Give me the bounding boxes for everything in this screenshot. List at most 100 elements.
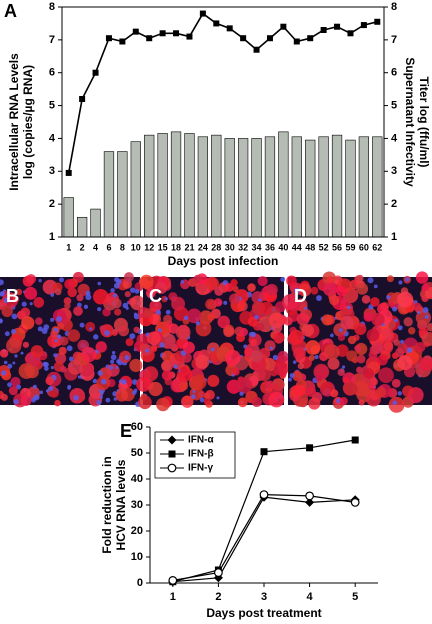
micrograph: [136, 273, 290, 412]
y2-axis-title: Titer log (ffu/ml): [417, 76, 431, 167]
bar: [157, 133, 168, 238]
cell: [63, 297, 72, 305]
cell: [129, 333, 136, 340]
cell: [422, 307, 429, 314]
cell: [380, 327, 394, 342]
cell: [251, 396, 262, 408]
marker: [266, 35, 273, 42]
bar: [144, 134, 155, 238]
cell: [134, 289, 140, 294]
cell: [378, 367, 394, 384]
cell: [371, 342, 384, 354]
cell: [191, 394, 196, 399]
cell: [375, 386, 387, 398]
marker: [167, 435, 177, 445]
cell: [161, 370, 173, 381]
marker: [173, 30, 180, 37]
cell: [426, 323, 432, 332]
panel-label: C: [149, 286, 162, 306]
cell: [213, 298, 223, 307]
cell: [145, 288, 156, 299]
y-tick-label: 10: [131, 551, 143, 563]
cell: [239, 327, 249, 337]
cell: [114, 308, 122, 316]
y-tick-label: 50: [131, 447, 143, 459]
marker: [307, 35, 314, 42]
x-tick-label: 56: [332, 242, 342, 252]
cell: [366, 328, 380, 342]
cell: [406, 347, 413, 353]
cell: [67, 359, 83, 375]
bar: [63, 197, 74, 238]
cell: [367, 277, 374, 284]
cell: [329, 295, 340, 306]
cell: [223, 300, 228, 305]
cell: [129, 287, 136, 293]
x-tick-label: 24: [198, 242, 208, 252]
cell: [60, 366, 67, 373]
cell: [183, 315, 189, 321]
cell: [327, 357, 340, 370]
cell: [154, 281, 168, 295]
cell: [408, 327, 416, 335]
cell: [136, 376, 152, 392]
cell: [391, 378, 401, 388]
marker: [350, 498, 360, 507]
marker: [260, 448, 268, 456]
bar: [130, 141, 141, 238]
cell: [85, 321, 96, 332]
cell: [45, 376, 55, 386]
y2-tick-label: 3: [391, 165, 397, 177]
cell: [149, 299, 162, 313]
cell: [356, 354, 366, 364]
cell: [3, 360, 8, 365]
x-tick-label: 32: [238, 242, 248, 252]
cell: [419, 357, 432, 372]
cell: [292, 370, 303, 382]
cell: [305, 340, 321, 355]
bar: [358, 136, 370, 238]
cell: [112, 293, 118, 298]
line: [172, 496, 356, 583]
cell: [130, 295, 145, 311]
cell: [237, 397, 248, 408]
cell: [93, 334, 99, 340]
cell: [341, 365, 346, 369]
y-tick-label: 6: [49, 67, 55, 79]
cell: [249, 338, 258, 346]
cell: [399, 339, 405, 345]
cell: [113, 283, 120, 289]
cell: [293, 384, 306, 397]
cell: [205, 298, 217, 310]
cell: [6, 337, 22, 354]
cell: [89, 327, 93, 331]
cell: [20, 307, 31, 318]
line: [172, 493, 356, 581]
cell: [81, 346, 97, 363]
cell: [403, 317, 413, 327]
cell: [376, 354, 388, 366]
cell: [294, 287, 300, 294]
cell: [0, 291, 4, 297]
cell: [100, 378, 107, 385]
y2-tick-label: 1: [391, 231, 397, 243]
marker: [334, 23, 341, 30]
cell: [133, 326, 140, 333]
marker: [168, 450, 176, 458]
cell: [397, 391, 402, 396]
cell: [236, 377, 253, 394]
cell: [330, 333, 334, 338]
cell: [100, 391, 104, 395]
cell: [85, 290, 91, 296]
cell: [22, 341, 30, 348]
marker: [293, 38, 300, 45]
cell: [339, 397, 348, 406]
cell: [289, 373, 295, 378]
cell: [161, 327, 169, 335]
y2-tick-label: 7: [391, 34, 397, 46]
cell: [197, 283, 207, 293]
cell: [216, 396, 220, 400]
cell: [105, 397, 111, 403]
marker: [167, 463, 177, 473]
y-axis-title: HCV RNA levels: [114, 459, 128, 550]
